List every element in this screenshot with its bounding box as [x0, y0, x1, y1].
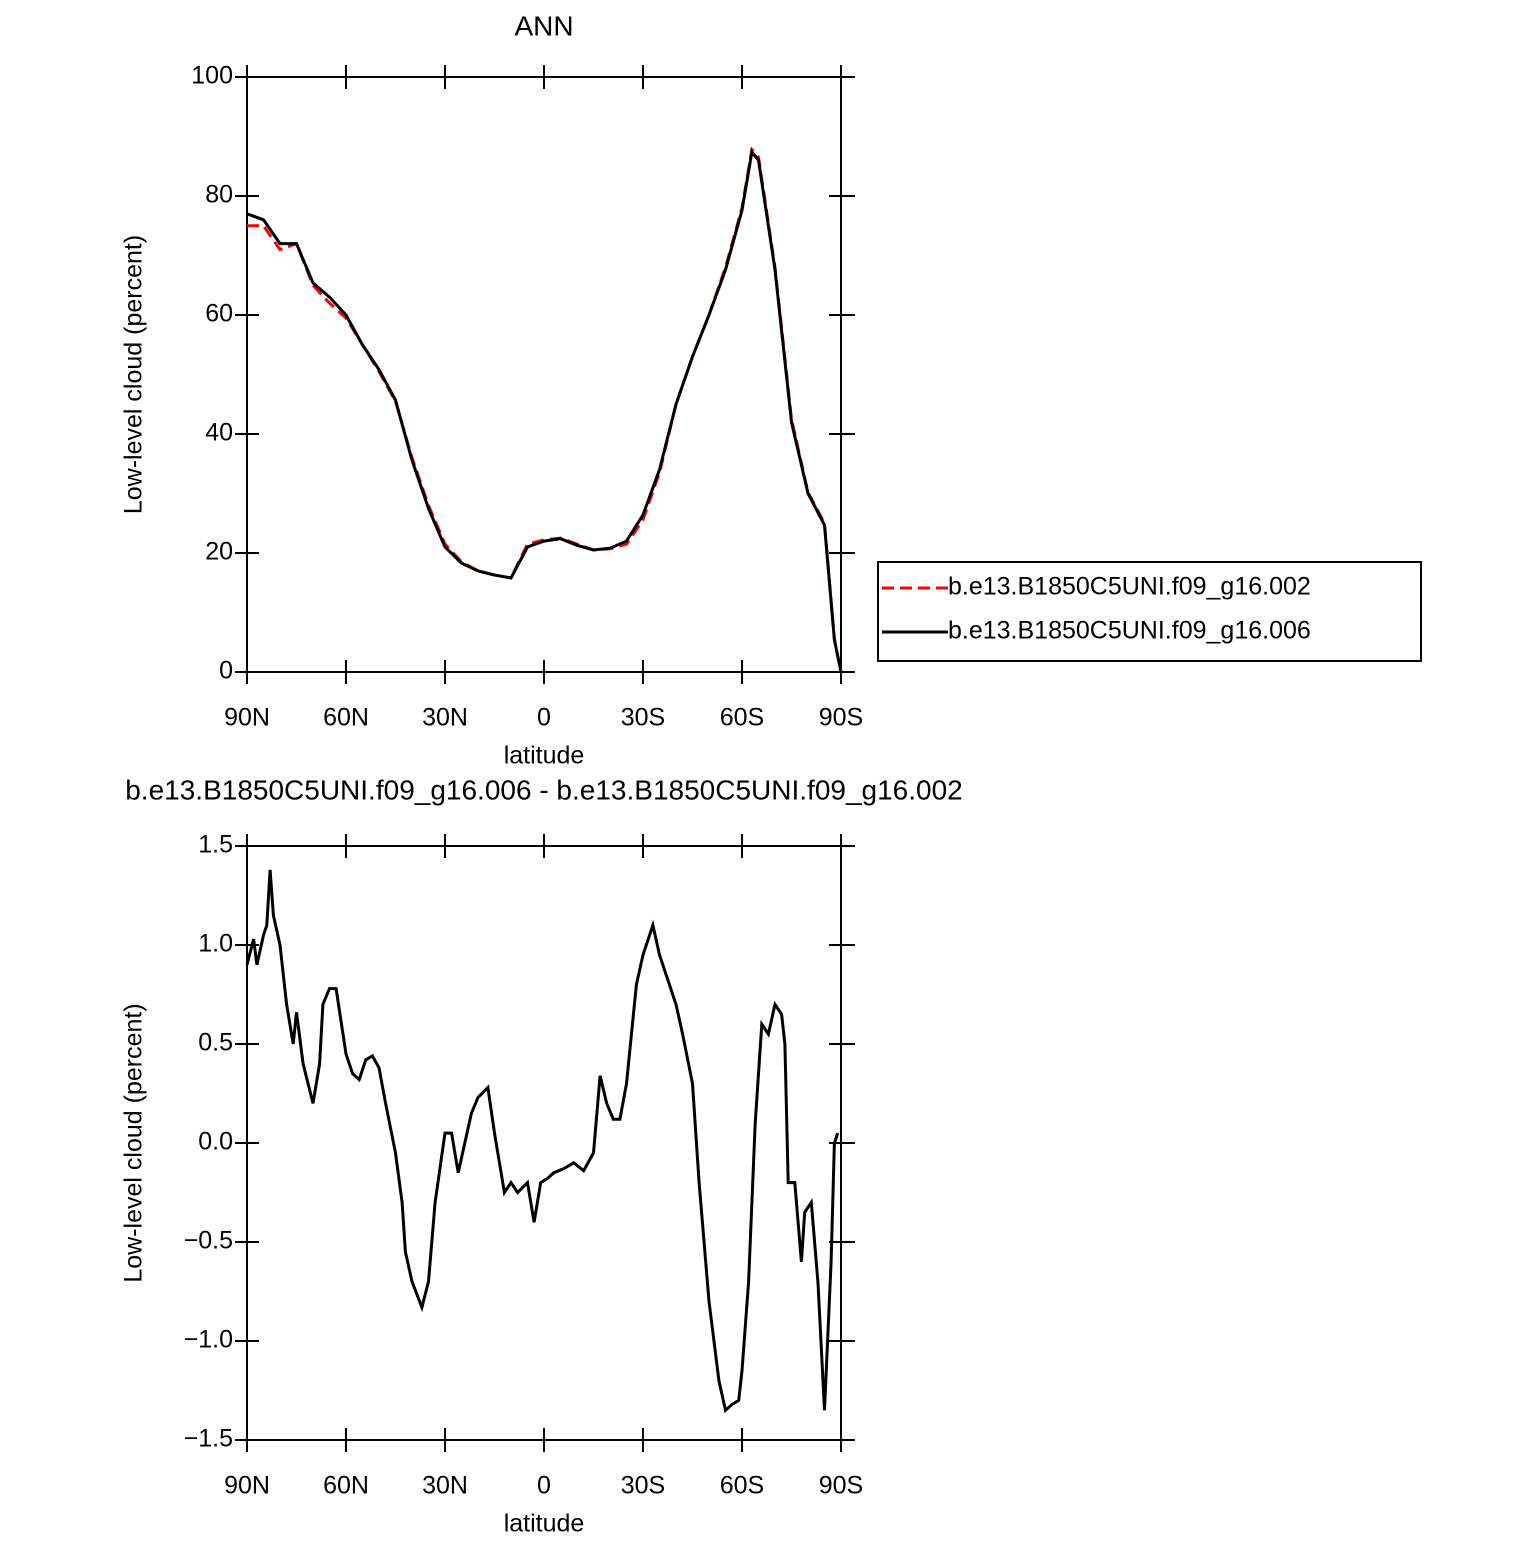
data-line — [247, 146, 843, 673]
y-axis-label: Low-level cloud (percent) — [120, 235, 148, 514]
y-tick-label: 0.5 — [198, 1029, 233, 1057]
y-tick-label: 0.0 — [198, 1128, 233, 1156]
y-tick-label: 100 — [191, 62, 233, 90]
plot-frame — [246, 845, 842, 1441]
x-axis-label: latitude — [504, 742, 585, 770]
x-tick-label: 90S — [819, 1472, 863, 1500]
y-tick-label: −0.5 — [184, 1227, 233, 1255]
y-tick-label: 0 — [219, 657, 233, 685]
y-tick-label: 60 — [205, 300, 233, 328]
legend-label: b.e13.B1850C5UNI.f09_g16.006 — [948, 617, 1311, 645]
y-tick-label: 1.5 — [198, 831, 233, 859]
x-tick-label: 60N — [323, 1472, 369, 1500]
x-tick-label: 60S — [720, 704, 764, 732]
x-tick-label: 90N — [224, 704, 270, 732]
legend-box — [877, 561, 1422, 662]
y-axis-label: Low-level cloud (percent) — [120, 1003, 148, 1282]
x-tick-label: 60N — [323, 704, 369, 732]
x-tick-label: 30N — [422, 704, 468, 732]
x-axis-label: latitude — [504, 1510, 585, 1538]
y-tick-label: 1.0 — [198, 930, 233, 958]
x-tick-label: 90N — [224, 1472, 270, 1500]
data-line — [245, 869, 840, 1414]
x-tick-label: 60S — [720, 1472, 764, 1500]
data-line — [246, 148, 843, 673]
y-tick-label: 20 — [205, 538, 233, 566]
x-tick-label: 30S — [621, 1472, 665, 1500]
x-tick-label: 30S — [621, 704, 665, 732]
y-tick-label: 80 — [205, 181, 233, 209]
chart-title: b.e13.B1850C5UNI.f09_g16.006 - b.e13.B18… — [125, 774, 963, 805]
y-tick-label: −1.0 — [184, 1326, 233, 1354]
x-tick-label: 0 — [537, 1472, 551, 1500]
y-tick-label: −1.5 — [184, 1425, 233, 1453]
y-tick-label: 40 — [205, 419, 233, 447]
x-tick-label: 30N — [422, 1472, 468, 1500]
x-tick-label: 90S — [819, 704, 863, 732]
plot-frame — [246, 76, 842, 673]
legend-label: b.e13.B1850C5UNI.f09_g16.002 — [948, 573, 1311, 601]
chart-title: ANN — [514, 10, 573, 41]
x-tick-label: 0 — [537, 704, 551, 732]
